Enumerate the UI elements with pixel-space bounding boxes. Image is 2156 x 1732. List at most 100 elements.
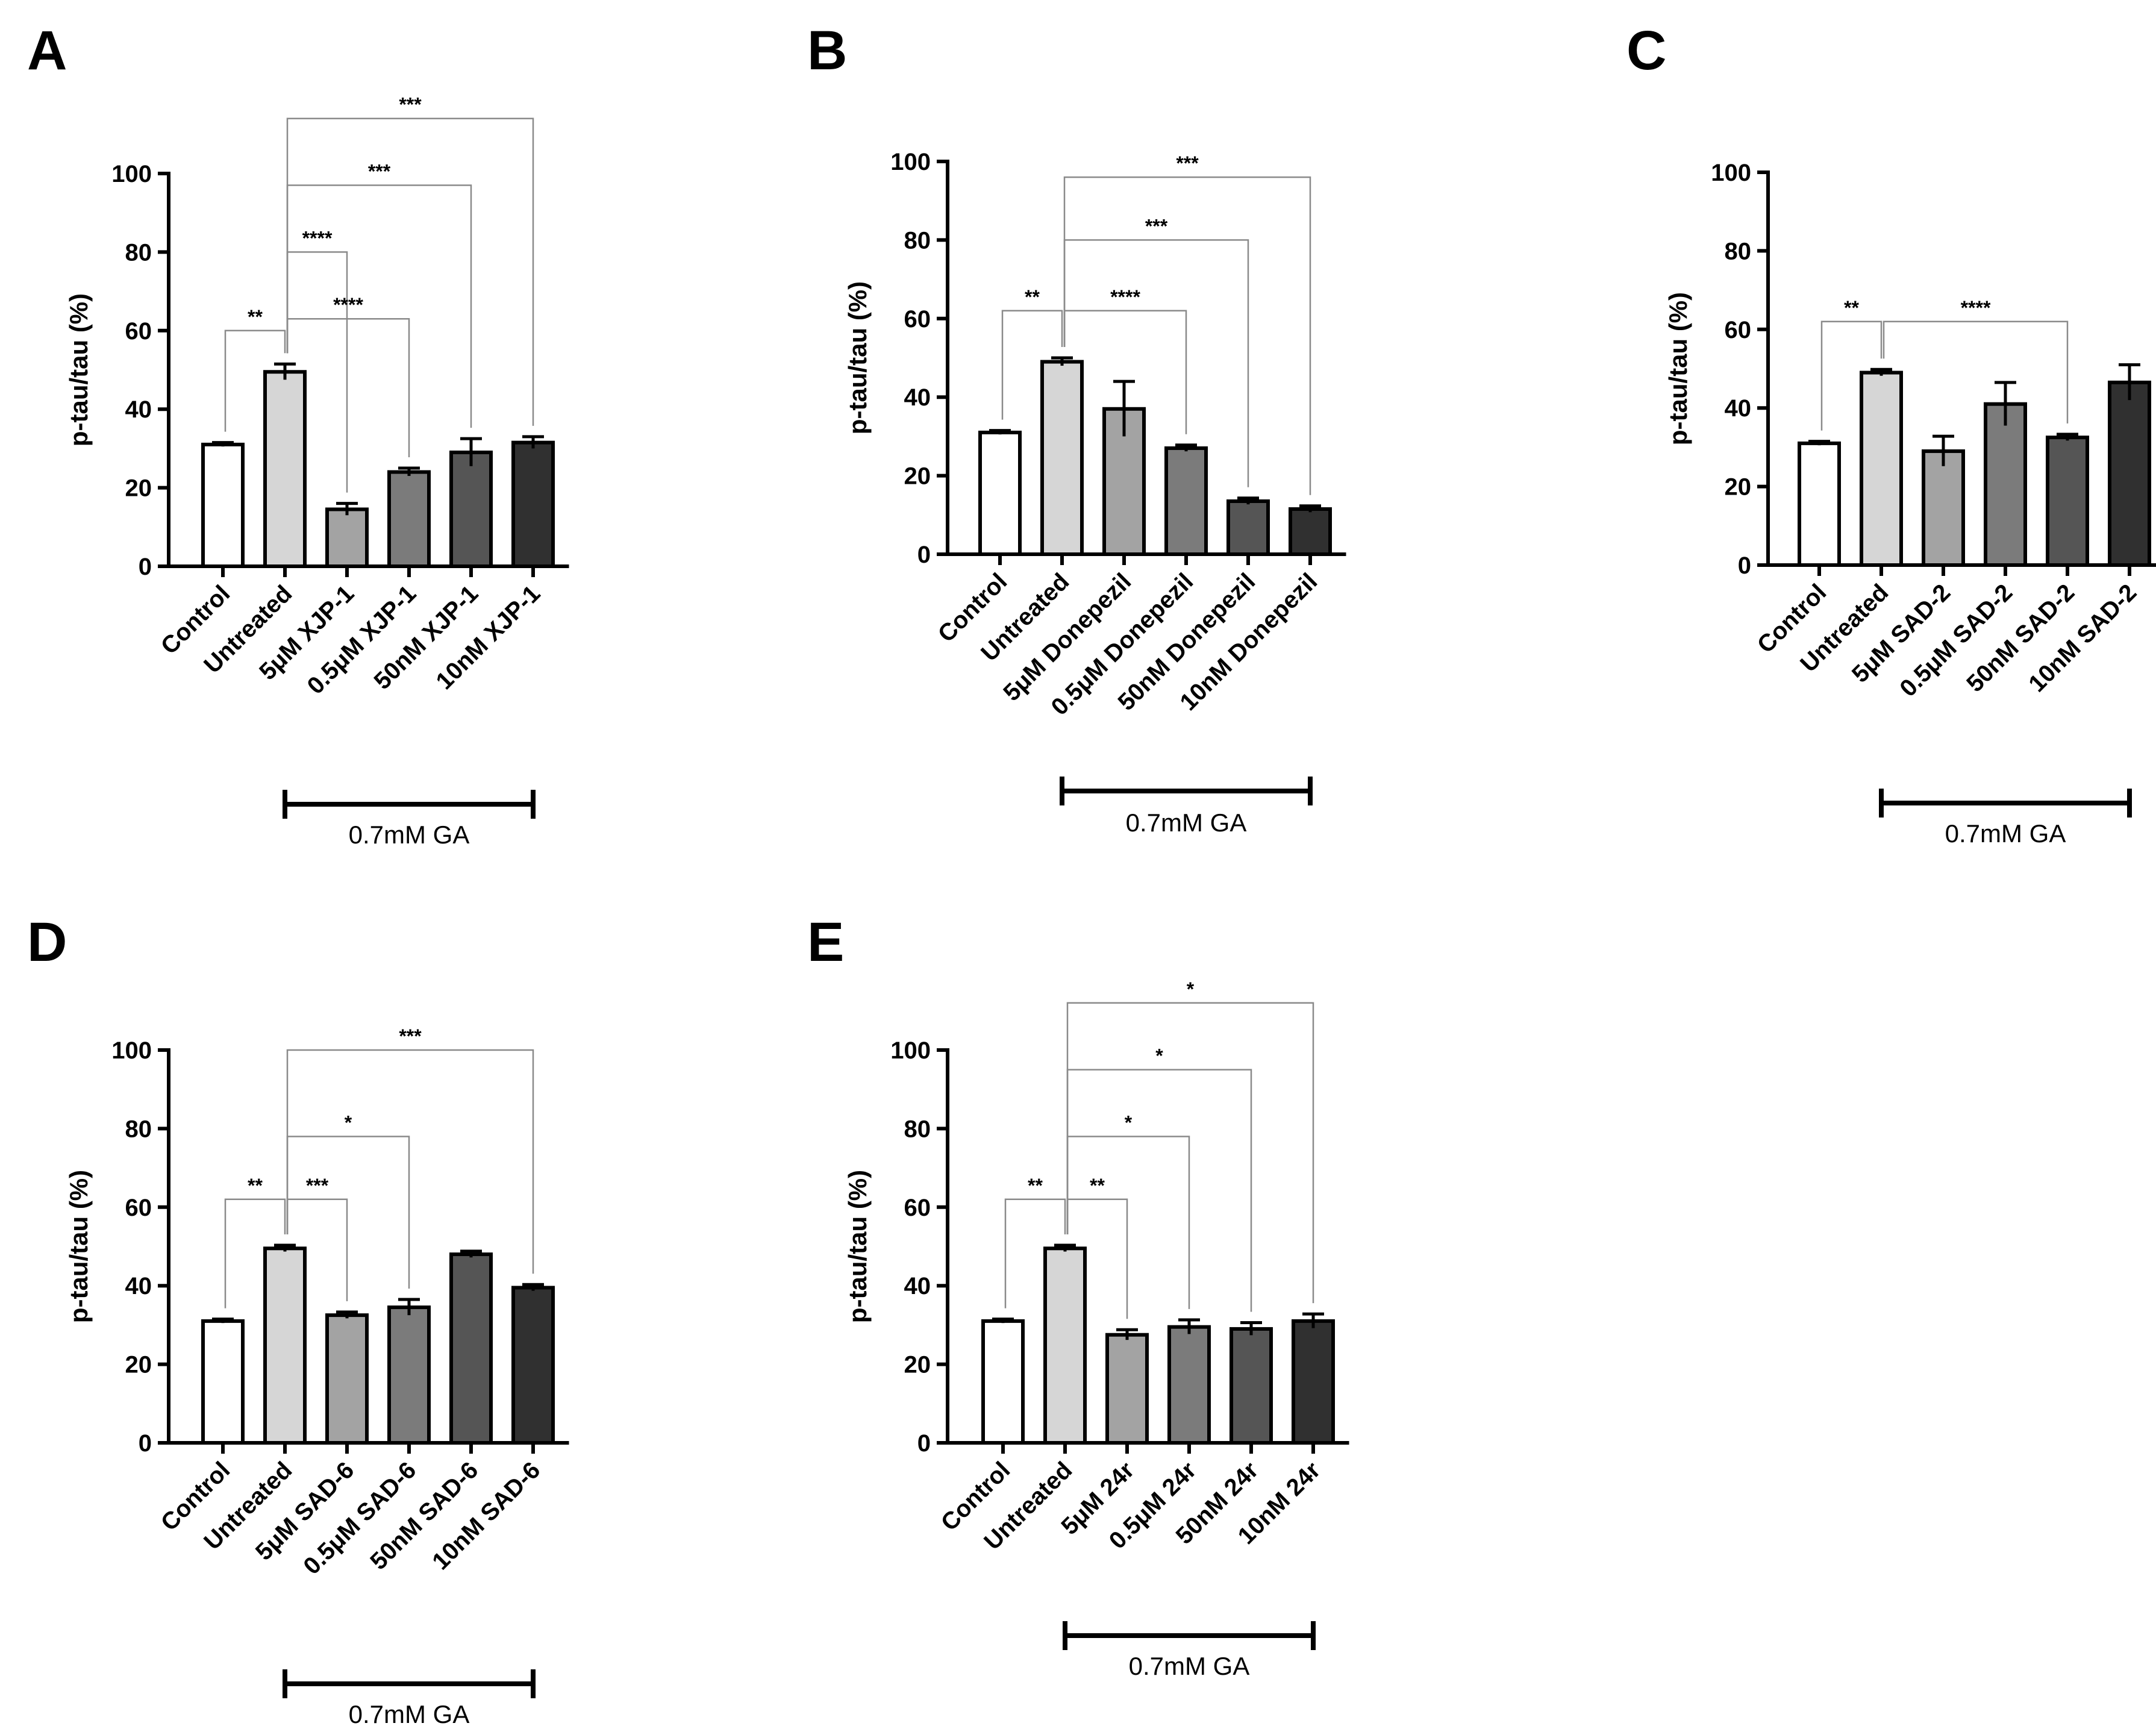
y-tick-label: 100 [890,149,931,175]
bar-5 [1226,499,1270,556]
y-tick-label: 20 [125,475,152,502]
bar-6 [1289,507,1332,557]
y-tick-label: 0 [917,1430,931,1457]
bar-1 [201,442,245,568]
bar-2 [1043,1246,1087,1445]
significance-bracket [286,117,534,426]
panel-letter: A [27,20,67,81]
significance-bracket [1063,239,1249,487]
significance-label: *** [1176,152,1199,174]
y-tick-label: 100 [111,161,152,187]
significance-bracket [1004,1198,1066,1308]
bar-6 [2108,380,2151,567]
bar-2 [263,370,307,568]
significance-label: ** [248,306,263,328]
y-tick-label: 60 [125,318,152,345]
bar-2 [1860,370,1903,567]
y-tick-label: 100 [111,1037,152,1064]
significance-bracket [1820,320,1883,431]
group-label: 0.7mM GA [349,1700,470,1728]
y-tick-label: 80 [904,227,931,254]
bar-3 [325,1313,369,1445]
significance-label: ** [1090,1175,1105,1196]
y-axis-label: p-tau/tau (%) [843,1170,872,1323]
significance-label: ** [1844,297,1859,319]
significance-bracket [1063,176,1311,495]
significance-label: * [1155,1045,1163,1067]
bar-1 [981,1319,1025,1445]
y-tick-label: 80 [904,1116,931,1142]
bar-2 [1040,360,1084,557]
panel-letter: B [807,20,847,81]
significance-label: ** [1025,286,1040,308]
y-tick-label: 20 [1725,474,1752,501]
bar-5 [449,1252,493,1445]
bar-5 [2046,436,2089,567]
significance-label: *** [306,1175,329,1196]
significance-bracket [224,330,286,432]
significance-bracket [286,1049,534,1274]
significance-label: * [1187,978,1195,1000]
y-tick-label: 60 [904,306,931,333]
y-tick-label: 0 [1738,552,1751,579]
bar-3 [325,507,369,569]
panel-letter: E [807,911,844,973]
category-label: 10nM SAD-6 [427,1457,545,1575]
y-tick-label: 20 [904,463,931,490]
significance-bracket [1001,310,1063,420]
significance-label: *** [1145,215,1168,237]
significance-bracket [1066,1002,1314,1304]
y-tick-label: 100 [1711,160,1751,186]
significance-label: **** [302,227,333,249]
significance-label: *** [399,1025,422,1047]
y-tick-label: 0 [917,542,931,568]
bar-4 [387,1305,431,1445]
category-label: 10nM SAD-2 [2023,579,2142,697]
bar-1 [1798,441,1841,567]
bar-4 [1167,1325,1211,1445]
significance-label: **** [1110,286,1140,308]
significance-bracket [224,1198,286,1308]
y-tick-label: 20 [125,1352,152,1378]
significance-label: **** [1961,297,1991,319]
bar-4 [387,470,431,569]
significance-label: *** [368,161,391,183]
y-tick-label: 40 [904,384,931,411]
y-tick-label: 80 [125,1116,152,1142]
bar-5 [449,450,493,568]
panel-letter: C [1626,20,1666,81]
y-tick-label: 60 [1725,317,1752,343]
bar-1 [978,430,1022,556]
group-label: 0.7mM GA [1129,1652,1250,1680]
y-tick-label: 20 [904,1352,931,1378]
group-label: 0.7mM GA [1945,819,2066,848]
category-label: 0.5μM XJP-1 [302,580,422,699]
bar-1 [201,1319,245,1445]
significance-label: * [1125,1111,1133,1133]
bar-2 [263,1246,307,1445]
y-tick-label: 60 [125,1195,152,1221]
significance-label: * [345,1111,352,1133]
category-label: 50nM SAD-2 [1961,579,2079,697]
y-tick-label: 40 [125,396,152,423]
y-tick-label: 100 [890,1037,931,1064]
group-label: 0.7mM GA [1126,808,1247,837]
group-label: 0.7mM GA [349,821,470,849]
bar-6 [511,1286,555,1445]
significance-label: ** [248,1175,263,1196]
panel-letter: D [27,911,67,973]
category-label: 50nM SAD-6 [365,1457,483,1575]
y-tick-label: 40 [1725,395,1752,422]
y-axis-label: p-tau/tau (%) [64,1170,93,1323]
bar-4 [1984,402,2027,567]
y-tick-label: 60 [904,1195,931,1221]
y-tick-label: 0 [139,554,152,580]
significance-label: ** [1028,1175,1043,1196]
bar-3 [1105,1333,1149,1445]
